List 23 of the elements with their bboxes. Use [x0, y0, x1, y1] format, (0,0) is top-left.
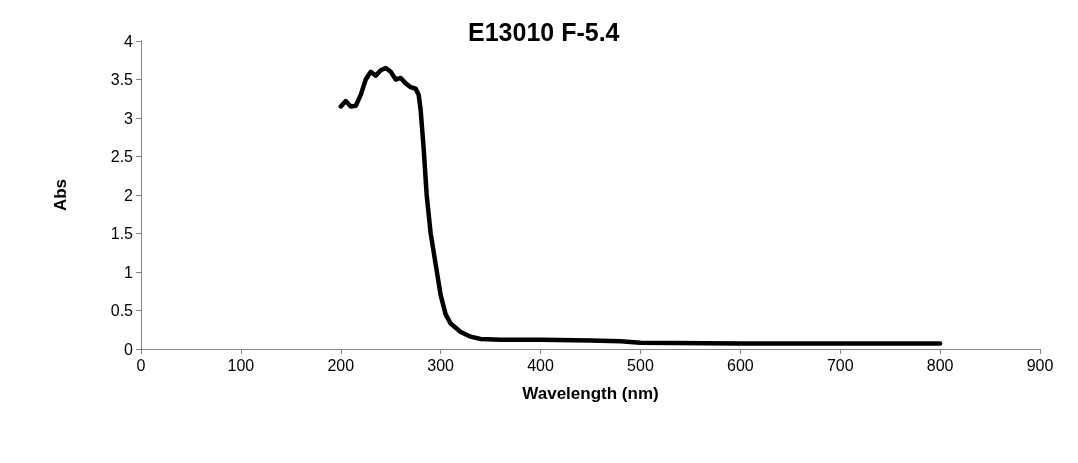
- x-tick-label: 200: [327, 356, 355, 374]
- x-tick-label: 800: [926, 356, 954, 374]
- line-series: [338, 65, 943, 346]
- y-axis-title: Abs: [51, 178, 70, 212]
- x-axis-title: Wavelength (nm): [522, 384, 659, 403]
- y-tick-label: 4: [124, 32, 134, 50]
- y-tick-label: 3: [124, 109, 134, 127]
- y-tick-label: 3.5: [110, 71, 134, 88]
- x-tick-label: 900: [1026, 356, 1054, 374]
- x-tick-label: 100: [227, 356, 255, 374]
- y-tick-label: 1.5: [110, 225, 134, 242]
- x-tick-label: 600: [726, 356, 754, 374]
- y-tick-label: 2: [124, 186, 134, 204]
- x-tick-label: 400: [527, 356, 554, 374]
- y-tick-label: 0.5: [110, 302, 134, 319]
- y-tick-label: 2.5: [110, 148, 134, 165]
- x-tick-label: 0: [136, 356, 146, 374]
- x-tick-label: 300: [427, 356, 455, 374]
- chart-title: E13010 F-5.4: [468, 17, 620, 46]
- y-tick-label: 0: [124, 340, 134, 358]
- x-tick-label: 500: [627, 356, 654, 374]
- y-tick-label: 1: [124, 263, 134, 281]
- x-tick-label: 700: [826, 356, 854, 374]
